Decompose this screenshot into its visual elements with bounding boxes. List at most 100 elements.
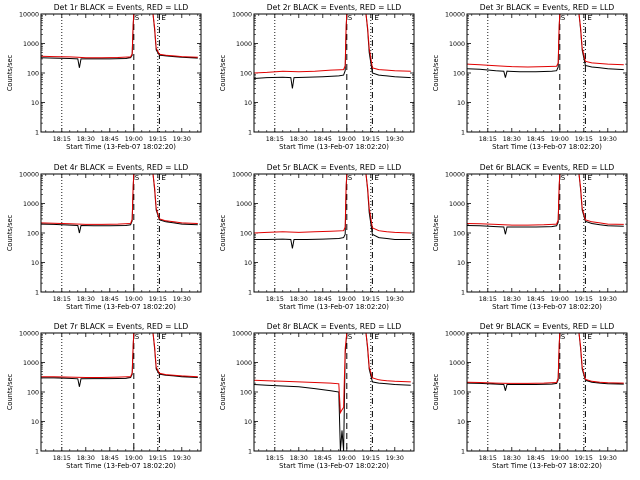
panel-title: Det 9r BLACK = Events, RED = LLD: [480, 322, 615, 331]
x-tick-label: 19:15: [149, 136, 167, 143]
plot-frame: [253, 173, 415, 293]
panel-det-5r: Det 5r BLACK = Events, RED = LLD Counts/s…: [219, 163, 415, 311]
x-tick-label: 18:30: [290, 136, 308, 143]
x-tick-label: 19:00: [338, 136, 356, 143]
x-tick-label: 18:45: [101, 455, 119, 462]
y-tick-label: 1000: [236, 41, 252, 48]
y-tick-label: 10: [31, 100, 39, 107]
panel-title: Det 2r BLACK = Events, RED = LLD: [267, 3, 402, 12]
panel-det-6r: Det 6r BLACK = Events, RED = LLD Counts/s…: [432, 163, 628, 311]
start-marker-label: S: [561, 333, 566, 341]
series-line-red: [152, 333, 198, 378]
x-tick-label: 19:15: [149, 296, 167, 303]
panel-title: Det 5r BLACK = Events, RED = LLD: [267, 163, 402, 172]
x-tick-label: 18:45: [314, 455, 332, 462]
series-line-red: [578, 333, 624, 384]
y-tick-label: 10: [244, 260, 252, 267]
x-tick-label: 18:30: [503, 136, 521, 143]
panel-det-4r: Det 4r BLACK = Events, RED = LLD Counts/s…: [6, 163, 202, 311]
start-marker-label: S: [561, 14, 566, 22]
y-tick-label: 100: [240, 70, 252, 77]
x-tick-label: 18:15: [479, 455, 497, 462]
y-axis-label: Counts/sec: [432, 54, 440, 91]
x-tick-label: 19:15: [362, 136, 380, 143]
x-tick-label: 18:30: [77, 455, 95, 462]
x-tick-label: 19:30: [173, 136, 191, 143]
y-tick-label: 1: [248, 448, 252, 455]
series-line-red: [41, 333, 135, 378]
x-tick-label: 19:30: [386, 136, 404, 143]
y-tick-label: 1000: [23, 360, 39, 367]
x-tick-label: 18:45: [527, 296, 545, 303]
x-tick-label: 19:15: [362, 455, 380, 462]
x-tick-label: 18:45: [101, 296, 119, 303]
plot-frame: [466, 173, 628, 293]
series-line-red: [365, 174, 411, 234]
y-tick-label: 1000: [449, 41, 465, 48]
y-axis-label: Counts/sec: [6, 214, 14, 251]
y-axis-label: Counts/sec: [432, 373, 440, 410]
plot-frame: [40, 173, 202, 293]
x-tick-label: 19:00: [125, 136, 143, 143]
series-line-black: [41, 174, 135, 234]
start-marker-label: S: [348, 14, 353, 22]
panel-title: Det 7r BLACK = Events, RED = LLD: [54, 322, 189, 331]
series-line-red: [254, 14, 348, 74]
plot-frame: [40, 332, 202, 452]
start-marker-label: S: [135, 14, 140, 22]
series-line-red: [467, 14, 561, 68]
y-tick-label: 1: [248, 129, 252, 136]
series-line-red: [254, 333, 348, 415]
y-tick-label: 10: [244, 100, 252, 107]
end-marker-label: E: [587, 174, 591, 182]
y-tick-label: 1000: [236, 360, 252, 367]
y-tick-label: 100: [27, 389, 39, 396]
x-tick-label: 18:15: [266, 455, 284, 462]
y-tick-label: 1000: [23, 41, 39, 48]
x-tick-label: 18:30: [290, 296, 308, 303]
x-tick-label: 19:30: [599, 136, 617, 143]
y-tick-label: 10000: [232, 11, 252, 18]
x-axis-label: Start Time (13-Feb-07 18:02:20): [492, 143, 602, 151]
panel-det-3r: Det 3r BLACK = Events, RED = LLD Counts/s…: [432, 3, 628, 151]
x-axis-label: Start Time (13-Feb-07 18:02:20): [279, 143, 389, 151]
plot-frame: [253, 332, 415, 452]
x-tick-label: 19:15: [575, 455, 593, 462]
panel-title: Det 3r BLACK = Events, RED = LLD: [480, 3, 615, 12]
y-tick-label: 1000: [236, 201, 252, 208]
end-marker-label: E: [374, 333, 378, 341]
x-axis-label: Start Time (13-Feb-07 18:02:20): [279, 303, 389, 311]
panel-det-9r: Det 9r BLACK = Events, RED = LLD Counts/s…: [432, 322, 628, 470]
y-axis-label: Counts/sec: [6, 54, 14, 91]
y-tick-label: 10: [457, 100, 465, 107]
x-tick-label: 19:30: [599, 455, 617, 462]
y-tick-label: 10: [457, 260, 465, 267]
series-line-black: [41, 14, 135, 68]
y-tick-label: 10: [244, 419, 252, 426]
plot-frame: [466, 13, 628, 133]
panel-det-1r: Det 1r BLACK = Events, RED = LLD Counts/s…: [6, 3, 202, 151]
x-tick-label: 18:15: [266, 296, 284, 303]
y-axis-label: Counts/sec: [432, 214, 440, 251]
x-tick-label: 19:15: [575, 296, 593, 303]
y-tick-label: 100: [27, 70, 39, 77]
panel-title: Det 4r BLACK = Events, RED = LLD: [54, 163, 189, 172]
y-axis-label: Counts/sec: [219, 214, 227, 251]
series-line-black: [467, 14, 561, 78]
y-axis-label: Counts/sec: [6, 373, 14, 410]
x-tick-label: 18:45: [527, 136, 545, 143]
x-axis-label: Start Time (13-Feb-07 18:02:20): [66, 143, 176, 151]
y-tick-label: 10000: [445, 171, 465, 178]
x-tick-label: 19:00: [125, 296, 143, 303]
y-tick-label: 1: [35, 129, 39, 136]
start-marker-label: S: [561, 174, 566, 182]
x-tick-label: 18:30: [77, 296, 95, 303]
panel-det-8r: Det 8r BLACK = Events, RED = LLD Counts/s…: [219, 322, 415, 470]
x-axis-label: Start Time (13-Feb-07 18:02:20): [279, 462, 389, 470]
x-tick-label: 18:30: [503, 455, 521, 462]
y-tick-label: 1: [461, 448, 465, 455]
x-tick-label: 19:30: [173, 455, 191, 462]
x-tick-label: 19:00: [338, 296, 356, 303]
series-line-red: [254, 174, 348, 234]
